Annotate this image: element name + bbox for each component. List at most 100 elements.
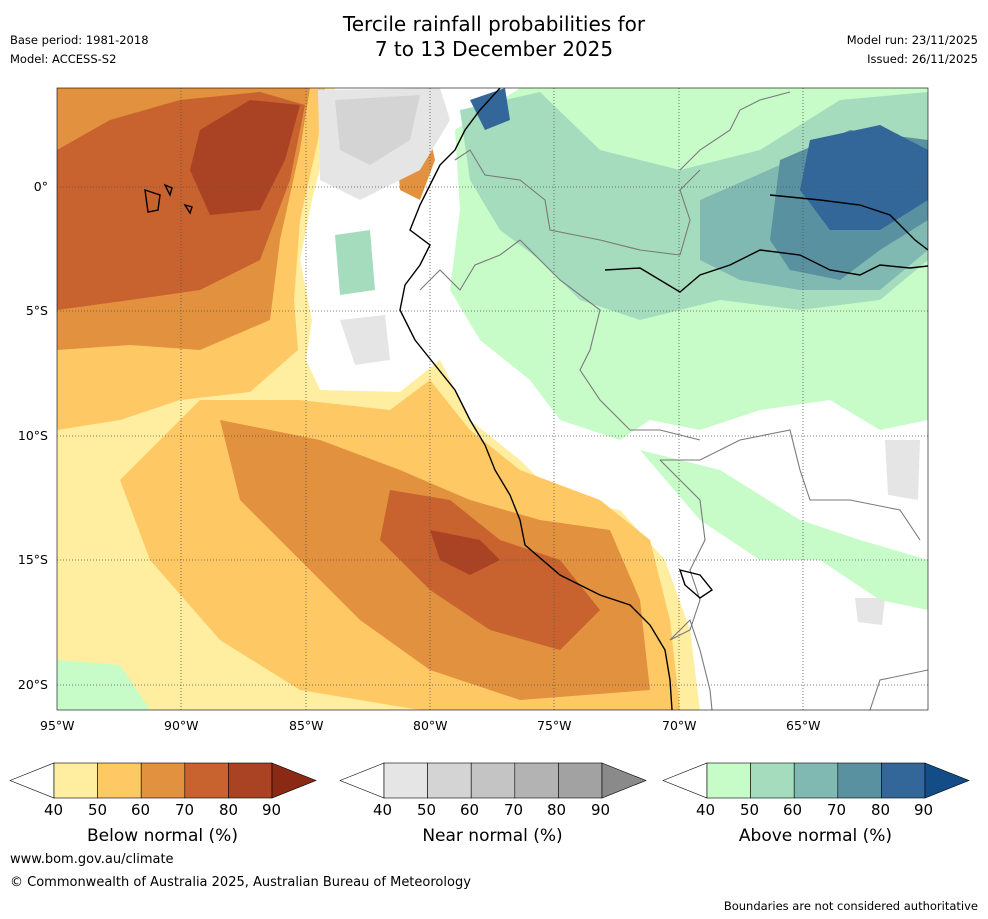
- model-name: Model: ACCESS-S2: [10, 52, 117, 66]
- above-tick-80: 80: [871, 801, 891, 819]
- meta-left: Base period: 1981-2018 Model: ACCESS-S2: [10, 31, 149, 69]
- below-colorbar-segment: [228, 762, 273, 799]
- near-50-patch-4: [885, 440, 920, 500]
- below-colorbar-segment: [184, 762, 229, 799]
- near-tick-70: 70: [504, 801, 524, 819]
- border-bolivia-chile: [669, 618, 713, 710]
- colorbar-below-label: Below normal (%): [87, 826, 238, 846]
- above-colorbar-segment: [750, 762, 795, 799]
- lon-tick-95w: 95°W: [40, 718, 75, 733]
- colorbar-near: [339, 762, 647, 799]
- above-90-core: [800, 125, 928, 230]
- near-tick-40: 40: [373, 801, 393, 819]
- below-90-core-2: [430, 530, 500, 575]
- border-bolivia-paraguay: [869, 669, 928, 710]
- border-colombia-venezuela: [679, 169, 701, 256]
- near-colorbar-over-arrow: [601, 762, 647, 799]
- below-colorbar-over-arrow: [271, 762, 317, 799]
- coastline-amazon-north: [769, 194, 928, 251]
- above-90-core-2: [470, 88, 510, 130]
- above-colorbar-segment: [837, 762, 882, 799]
- above-60-patch: [335, 230, 375, 295]
- lat-tick-15s: 15°S: [17, 552, 48, 567]
- lon-tick-80w: 80°W: [413, 718, 448, 733]
- above-50-south: [640, 450, 928, 610]
- below-colorbar-segment: [53, 762, 98, 799]
- near-50-patch: [340, 315, 390, 365]
- near-tick-50: 50: [417, 801, 437, 819]
- above-colorbar-under-arrow: [662, 762, 708, 799]
- colorbar-above: [662, 762, 970, 799]
- above-tick-70: 70: [827, 801, 847, 819]
- issued-date: Issued: 26/11/2025: [867, 52, 978, 66]
- above-tick-50: 50: [740, 801, 760, 819]
- base-period: Base period: 1981-2018: [10, 33, 149, 47]
- above-colorbar-over-arrow: [924, 762, 970, 799]
- near-colorbar-segment: [514, 762, 559, 799]
- near-colorbar-segment: [470, 762, 516, 799]
- near-colorbar-segment: [558, 762, 603, 799]
- footer-copyright: © Commonwealth of Australia 2025, Austra…: [10, 875, 471, 890]
- near-colorbar-under-arrow: [339, 762, 385, 799]
- border-peru-brazil: [519, 239, 701, 441]
- coastline-titicaca: [678, 569, 714, 599]
- lon-tick-85w: 85°W: [289, 718, 324, 733]
- near-60-region: [335, 95, 420, 165]
- near-tick-90: 90: [591, 801, 611, 819]
- above-colorbar-segment: [881, 762, 926, 799]
- below-tick-90: 90: [262, 801, 282, 819]
- footer-url: www.bom.gov.au/climate: [10, 852, 174, 867]
- near-50-patch-5: [855, 598, 885, 625]
- above-tick-90: 90: [914, 801, 934, 819]
- below-tick-40: 40: [44, 801, 64, 819]
- below-tick-80: 80: [219, 801, 239, 819]
- below-tick-70: 70: [175, 801, 195, 819]
- below-colorbar-segment: [140, 762, 186, 799]
- coastline-pacific: [399, 88, 673, 710]
- below-colorbar-segment: [97, 762, 142, 799]
- below-tick-60: 60: [131, 801, 151, 819]
- above-tick-40: 40: [696, 801, 716, 819]
- lon-tick-65w: 65°W: [786, 718, 821, 733]
- border-brazil-bolivia: [660, 429, 921, 541]
- below-colorbar-under-arrow: [9, 762, 55, 799]
- colorbar-above-label: Above normal (%): [738, 826, 893, 846]
- title-line-2: 7 to 13 December 2025: [374, 37, 614, 61]
- below-tick-50: 50: [88, 801, 108, 819]
- coastline-galapagos: [144, 183, 193, 215]
- title-line-1: Tercile rainfall probabilities for: [342, 12, 646, 36]
- lon-tick-90w: 90°W: [164, 718, 199, 733]
- below-90-core: [190, 100, 300, 215]
- gridlines: [57, 88, 928, 710]
- lat-tick-5s: 5°S: [25, 303, 48, 318]
- above-50-corner: [57, 660, 150, 710]
- model-run: Model run: 23/11/2025: [846, 33, 978, 47]
- chart-title: Tercile rainfall probabilities for 7 to …: [0, 12, 988, 62]
- near-tick-80: 80: [547, 801, 567, 819]
- footer-disclaimer: Boundaries are not considered authoritat…: [723, 899, 978, 913]
- map-frame: [56, 87, 929, 711]
- lat-tick-0: 0°: [33, 179, 48, 194]
- border-ecuador-peru: [419, 239, 521, 291]
- colorbar-below: [9, 762, 317, 799]
- near-colorbar-segment: [383, 762, 428, 799]
- colorbar-near-label: Near normal (%): [422, 826, 563, 846]
- border-venezuela-brazil: [679, 91, 791, 171]
- coastline-amazon-river: [604, 249, 928, 293]
- border-colombia-ecuador: [454, 149, 681, 256]
- above-colorbar-segment: [793, 762, 839, 799]
- meta-right: Model run: 23/11/2025 Issued: 26/11/2025: [847, 31, 978, 69]
- lat-tick-20s: 20°S: [17, 677, 48, 692]
- lat-tick-10s: 10°S: [17, 428, 48, 443]
- lon-tick-75w: 75°W: [537, 718, 572, 733]
- near-colorbar-segment: [427, 762, 472, 799]
- coastlines: [144, 88, 928, 710]
- country-borders: [419, 91, 928, 710]
- near-tick-60: 60: [460, 801, 480, 819]
- below-80-band: [380, 490, 600, 650]
- above-colorbar-segment: [706, 762, 751, 799]
- above-tick-60: 60: [783, 801, 803, 819]
- lon-tick-70w: 70°W: [662, 718, 697, 733]
